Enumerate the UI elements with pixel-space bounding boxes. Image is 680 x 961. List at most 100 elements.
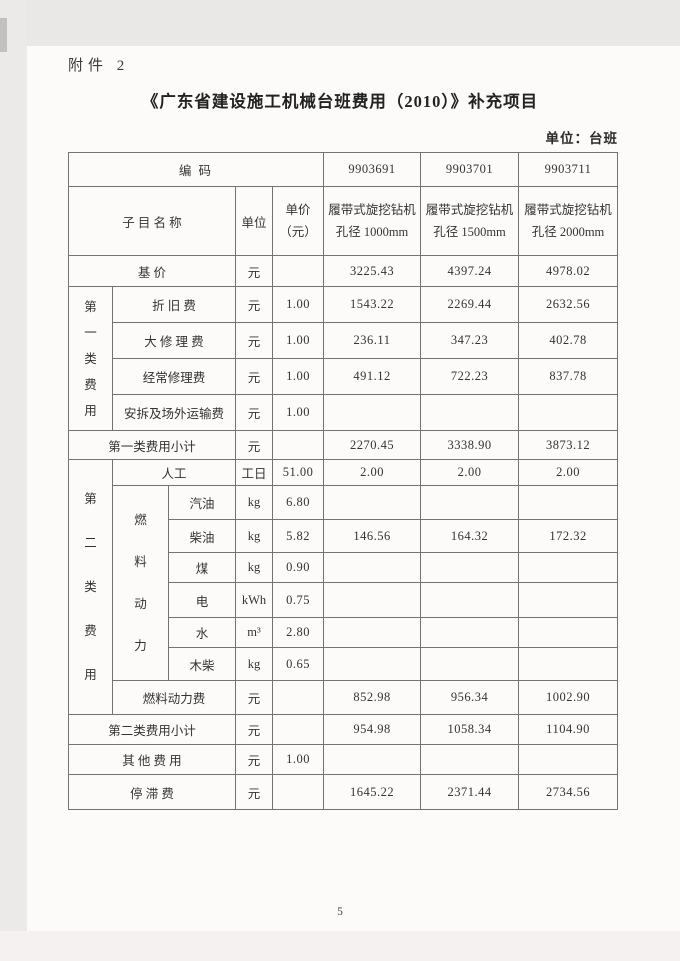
unit-header: 单位: [235, 186, 273, 256]
value-cell: 3338.90: [420, 430, 519, 460]
value-cell: 172.32: [518, 519, 618, 553]
value-cell: 236.11: [323, 322, 421, 359]
row-regular-repair: 经常修理费 元 1.00 491.12 722.23 837.78: [69, 358, 618, 395]
value-cell: [518, 647, 618, 681]
row-depreciation: 第一类费用 折 旧 费 元 1.00 1543.22 2269.44 2632.…: [68, 286, 618, 431]
row-label: 燃料动力费: [112, 680, 236, 715]
value-cell: [518, 552, 618, 583]
value-cell: 347.23: [420, 322, 519, 359]
machine-header: 履带式旋挖钻机 孔径 1500mm: [420, 186, 519, 256]
code-cell: 9903691: [323, 152, 421, 187]
value-cell: [420, 617, 519, 648]
unit-cell: kg: [235, 519, 273, 553]
value-cell: [323, 647, 421, 681]
unit-cell: 元: [235, 322, 273, 359]
value-cell: 4978.02: [518, 255, 618, 287]
price-cell: 0.65: [272, 647, 324, 681]
value-cell: [323, 582, 421, 618]
value-cell: [518, 617, 618, 648]
price-cell: [272, 255, 324, 287]
unit-cell: kg: [235, 647, 273, 681]
unit-cell: 元: [235, 255, 273, 287]
price-cell: 51.00: [272, 459, 324, 486]
price-cell: [272, 430, 324, 460]
unit-cell: 元: [235, 286, 273, 323]
row-label: 停 滞 费: [68, 774, 236, 810]
value-cell: [323, 485, 421, 520]
row-label: 其 他 费 用: [68, 744, 236, 775]
value-cell: 1645.22: [323, 774, 421, 810]
row-major-repair: 大 修 理 费 元 1.00 236.11 347.23 402.78: [69, 322, 618, 359]
value-cell: 2632.56: [518, 286, 618, 323]
row-other-fee: 其 他 费 用 元 1.00: [68, 744, 618, 775]
value-cell: 1543.22: [323, 286, 421, 323]
row-label: 人工: [112, 459, 236, 486]
unit-cell: 元: [235, 430, 273, 460]
value-cell: 852.98: [323, 680, 421, 715]
value-cell: [323, 744, 421, 775]
value-cell: [323, 617, 421, 648]
value-cell: 954.98: [323, 714, 421, 745]
row-label: 木柴: [168, 647, 236, 681]
price-cell: [272, 714, 324, 745]
fuel-side-label: 燃料动力: [112, 485, 169, 681]
code-cell: 9903701: [420, 152, 519, 187]
value-cell: 2371.44: [420, 774, 519, 810]
document-title: 《广东省建设施工机械台班费用（2010）》补充项目: [141, 92, 539, 111]
row-label: 经常修理费: [112, 358, 236, 395]
value-cell: [420, 647, 519, 681]
cost-table: 编 码 9903691 9903701 9903711 子 目 名 称 单位 单…: [68, 152, 618, 810]
value-cell: [420, 744, 519, 775]
row-label: 水: [168, 617, 236, 648]
value-cell: 2.00: [420, 459, 519, 486]
value-cell: [420, 485, 519, 520]
machine-header: 履带式旋挖钻机 孔径 2000mm: [518, 186, 618, 256]
value-cell: [518, 744, 618, 775]
row-label: 安拆及场外运输费: [112, 394, 236, 431]
unit-cell: 元: [235, 680, 273, 715]
row-install-transport: 安拆及场外运输费 元 1.00: [69, 394, 618, 431]
row-label: 电: [168, 582, 236, 618]
value-cell: 164.32: [420, 519, 519, 553]
value-cell: 1002.90: [518, 680, 618, 715]
value-cell: 146.56: [323, 519, 421, 553]
price-cell: 6.80: [272, 485, 324, 520]
value-cell: 402.78: [518, 322, 618, 359]
row-label: 第二类费用小计: [68, 714, 236, 745]
value-cell: 722.23: [420, 358, 519, 395]
item-name-header: 子 目 名 称: [68, 186, 236, 256]
row-coal: 煤 kg 0.90: [69, 552, 618, 583]
value-cell: 837.78: [518, 358, 618, 395]
value-cell: 1058.34: [420, 714, 519, 745]
scan-edge-top: [0, 0, 680, 46]
value-cell: [420, 394, 519, 431]
price-cell: 1.00: [272, 744, 324, 775]
price-cell: 1.00: [272, 286, 324, 323]
unit-cell: kWh: [235, 582, 273, 618]
row-idle-fee: 停 滞 费 元 1645.22 2371.44 2734.56: [68, 774, 618, 810]
row-code: 编 码 9903691 9903701 9903711: [68, 152, 618, 187]
row-fuel-total: 燃料动力费 元 852.98 956.34 1002.90: [69, 680, 618, 715]
row-category1-subtotal: 第一类费用小计 元 2270.45 3338.90 3873.12: [68, 430, 618, 460]
row-label: 基 价: [68, 255, 236, 287]
value-cell: 2270.45: [323, 430, 421, 460]
row-label: 煤: [168, 552, 236, 583]
code-cell: 9903711: [518, 152, 618, 187]
unit-note: 单位：台班: [545, 131, 618, 146]
value-cell: 2269.44: [420, 286, 519, 323]
price-cell: 1.00: [272, 394, 324, 431]
row-label: 折 旧 费: [112, 286, 236, 323]
row-base-price: 基 价 元 3225.43 4397.24 4978.02: [68, 255, 618, 287]
attachment-label: 附件 2: [68, 58, 130, 74]
unit-cell: kg: [235, 485, 273, 520]
price-cell: 0.90: [272, 552, 324, 583]
unit-cell: 元: [235, 358, 273, 395]
row-diesel: 柴油 kg 5.82 146.56 164.32 172.32: [69, 519, 618, 553]
price-cell: 1.00: [272, 358, 324, 395]
unit-cell: 元: [235, 744, 273, 775]
value-cell: 3873.12: [518, 430, 618, 460]
unit-cell: 元: [235, 774, 273, 810]
value-cell: [323, 394, 421, 431]
value-cell: [518, 582, 618, 618]
scan-artifact: [0, 18, 7, 52]
